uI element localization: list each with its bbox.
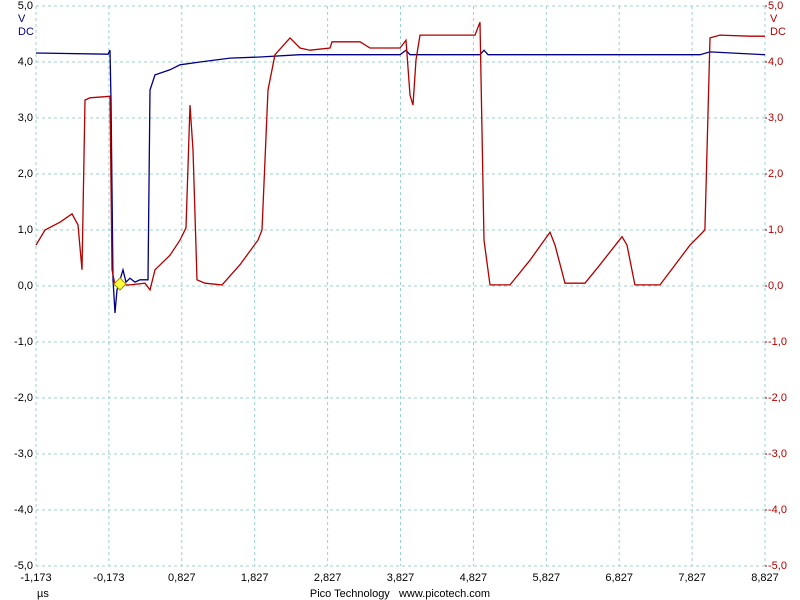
plot: -1,173 -0,173 0,827 1,827 2,827 3,827 4,827 5,8… — [14, 0, 787, 584]
y2-unit: V — [770, 13, 778, 25]
trace — [35, 49, 766, 313]
x-tick-label: -1,173 — [20, 572, 51, 584]
y-tick-label: 1,0 — [18, 224, 33, 236]
x-tick-label: 6,827 — [605, 572, 633, 584]
y-tick-label: -5,0 — [14, 560, 33, 572]
y2-coupling: DC — [770, 26, 786, 38]
x-tick-label: 7,827 — [678, 572, 706, 584]
x-tick-label: 2,827 — [314, 572, 342, 584]
y-coupling: DC — [18, 26, 34, 38]
trace — [35, 21, 765, 292]
x-tick-label: 4,827 — [460, 572, 488, 584]
y-tick-label: -1,0 — [14, 336, 33, 348]
y2-tick-label: 2,0 — [768, 168, 783, 180]
y2-tick-label: 3,0 — [768, 112, 783, 124]
y2-tick-label: 5,0 — [768, 0, 783, 12]
x-tick-label: 8,827 — [751, 572, 779, 584]
footer: Pico Technology www.picotech.com — [310, 588, 490, 600]
y2-tick-label: -1,0 — [768, 336, 787, 348]
y-tick-label: 4,0 — [18, 56, 33, 68]
y2-tick-label: -3,0 — [768, 448, 787, 460]
x-axis-label: µs — [37, 588, 49, 600]
y2-tick-label: -4,0 — [768, 504, 787, 516]
x-tick-label: 3,827 — [387, 572, 415, 584]
y2-tick-label: 1,0 — [768, 224, 783, 236]
y-tick-label: -2,0 — [14, 392, 33, 404]
y-tick-label: 3,0 — [18, 112, 33, 124]
x-tick-label: 0,827 — [168, 572, 196, 584]
y-tick-label: -4,0 — [14, 504, 33, 516]
y-tick-label: 2,0 — [18, 168, 33, 180]
y2-tick-label: 4,0 — [768, 56, 783, 68]
y2-tick-label: 0,0 — [768, 280, 783, 292]
x-tick-label: 1,827 — [241, 572, 269, 584]
y2-tick-label: -5,0 — [768, 560, 787, 572]
y-tick-label: -3,0 — [14, 448, 33, 460]
trigger-marker — [113, 277, 127, 291]
x-tick-label: 5,827 — [533, 572, 561, 584]
y2-tick-label: -2,0 — [768, 392, 787, 404]
y-unit: V — [18, 13, 26, 25]
y-tick-label: 0,0 — [18, 280, 33, 292]
y-tick-label: 5,0 — [18, 0, 33, 12]
x-tick-label: -0,173 — [93, 572, 124, 584]
